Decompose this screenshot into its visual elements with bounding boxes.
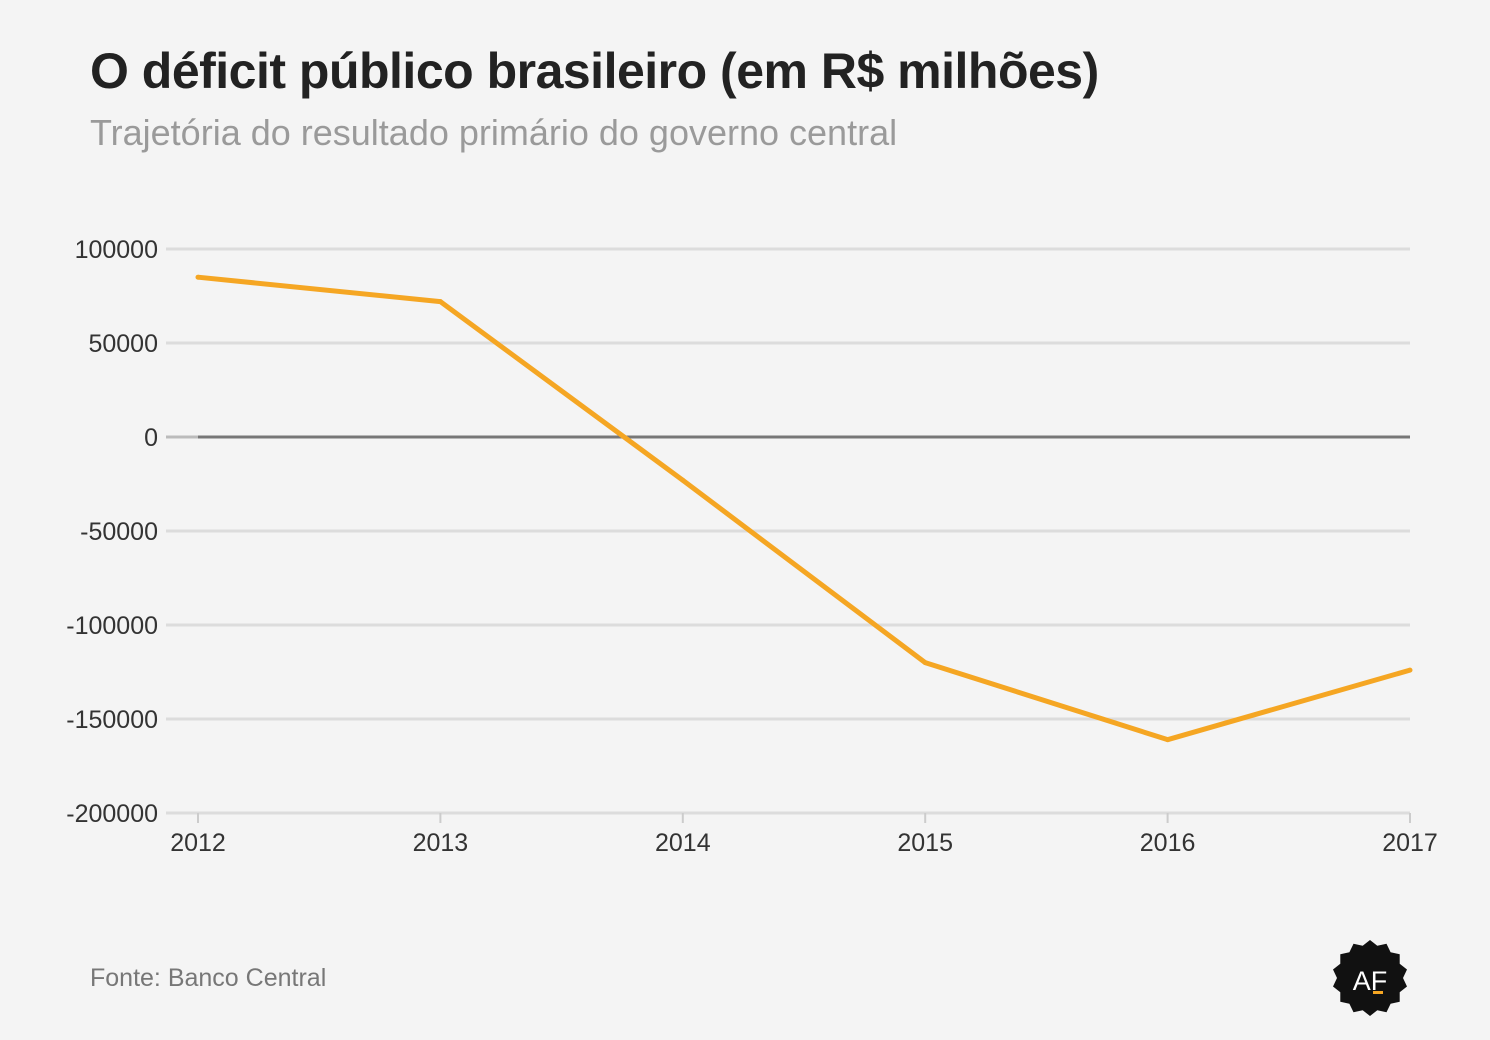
y-axis-ticks: 100000 50000 0 -50000 -100000 -150000 -200000 [66, 236, 198, 828]
gridlines [198, 247, 1410, 815]
y-tick-label: 0 [144, 424, 158, 452]
series-layer [195, 274, 1413, 743]
data-point [922, 660, 928, 666]
data-point [437, 299, 443, 305]
data-point [1165, 737, 1171, 743]
logo-badge-shape [1333, 940, 1407, 1016]
y-tick-label: 100000 [75, 236, 158, 264]
brand-logo: AF [1330, 940, 1410, 1025]
data-point [195, 274, 201, 280]
data-point [680, 477, 686, 483]
y-tick-label: -200000 [66, 800, 158, 828]
x-tick-label: 2013 [413, 829, 469, 857]
logo-accent-bar [1373, 991, 1383, 994]
chart-title: O déficit público brasileiro (em R$ milh… [90, 43, 1099, 99]
x-axis-ticks: 2012 2013 2014 2015 2016 2017 [170, 813, 1438, 857]
series-line [197, 274, 1411, 743]
x-tick-label: 2015 [897, 829, 953, 857]
x-tick-label: 2014 [655, 829, 711, 857]
y-tick-label: -50000 [80, 518, 158, 546]
y-tick-label: -150000 [66, 706, 158, 734]
x-tick-label: 2017 [1382, 829, 1438, 857]
y-tick-label: -100000 [66, 612, 158, 640]
data-point [1407, 667, 1413, 673]
x-tick-label: 2012 [170, 829, 226, 857]
x-tick-label: 2016 [1140, 829, 1196, 857]
source-note: Fonte: Banco Central [90, 964, 327, 992]
chart-subtitle: Trajetória do resultado primário do gove… [90, 112, 898, 153]
y-tick-label: 50000 [88, 330, 158, 358]
